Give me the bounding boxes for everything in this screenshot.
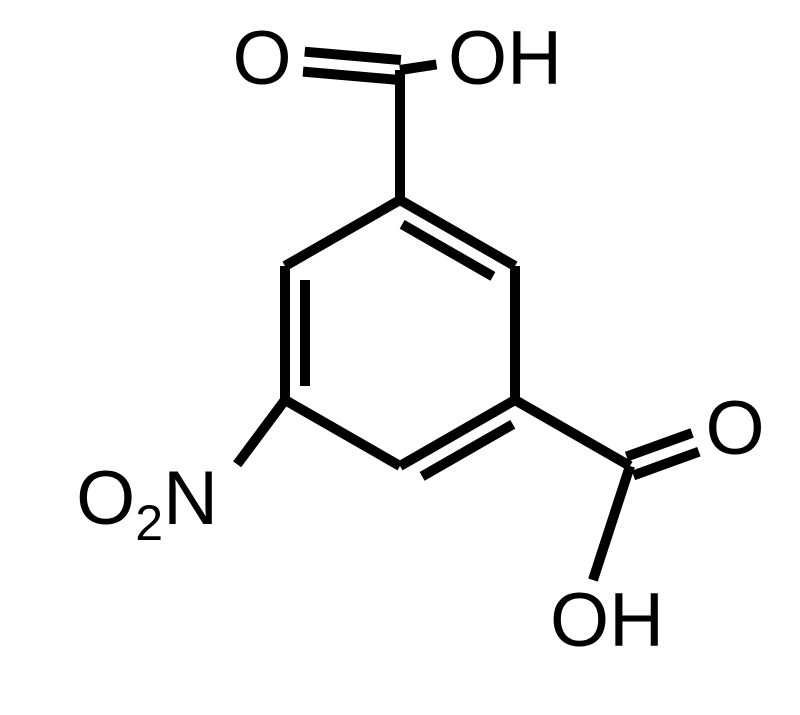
atom-label: OH bbox=[550, 578, 664, 663]
bond-line bbox=[305, 52, 401, 60]
molecule-diagram: O OH O OH O2N bbox=[0, 0, 800, 715]
bond-line bbox=[303, 72, 399, 80]
bond-line bbox=[400, 64, 436, 70]
bond-line bbox=[285, 200, 400, 266]
bond-line bbox=[237, 400, 285, 464]
atom-label: O2N bbox=[76, 456, 218, 551]
bond-line bbox=[515, 400, 630, 466]
atom-label: O bbox=[232, 16, 291, 101]
bond-line bbox=[593, 466, 630, 580]
bond-line bbox=[285, 400, 400, 466]
atom-label: OH bbox=[448, 16, 562, 101]
atom-label: O bbox=[705, 386, 764, 471]
